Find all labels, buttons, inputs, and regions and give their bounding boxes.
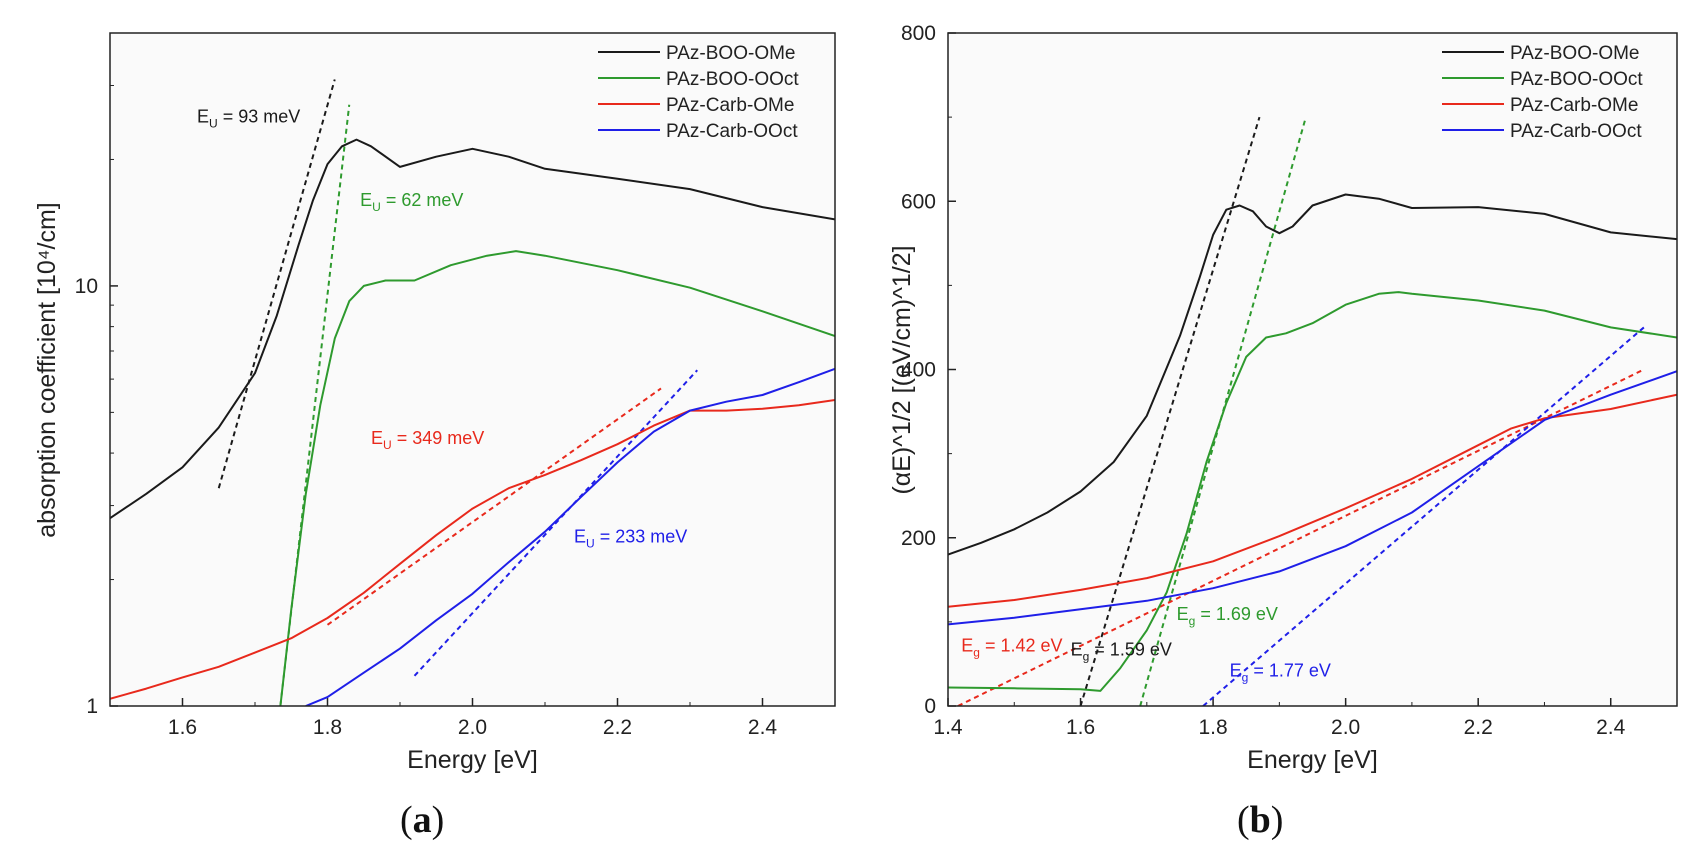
y-tick-label: 0 <box>924 695 936 718</box>
annotation: EU = 62 meV <box>360 190 463 214</box>
x-tick-label: 1.6 <box>1066 716 1095 739</box>
annotation-rest: = 62 meV <box>381 190 464 210</box>
legend-label: PAz-BOO-OMe <box>666 43 796 64</box>
annotation-base: E <box>360 190 372 210</box>
series-line <box>305 367 835 706</box>
series-line <box>110 138 835 520</box>
fit-line <box>1202 326 1645 706</box>
annotation: EU = 233 meV <box>574 527 687 551</box>
annotation-rest: = 93 meV <box>218 106 301 126</box>
fit-line <box>957 368 1645 706</box>
legend-label: PAz-Carb-OMe <box>1510 95 1638 116</box>
y-tick-label: 1 <box>86 695 98 718</box>
x-tick-label: 2.2 <box>1464 716 1493 739</box>
legend-label: PAz-BOO-OOct <box>1510 69 1643 90</box>
plot-frame <box>109 32 836 707</box>
annotation-sub: g <box>973 645 980 659</box>
annotation-sub: U <box>586 537 595 551</box>
annotation-base: E <box>1177 604 1189 624</box>
annotation-sub: g <box>1242 671 1249 685</box>
annotation-base: E <box>961 635 973 655</box>
y-axis-label: absorption coefficient [10⁴/cm] <box>33 202 61 537</box>
x-tick-label: 1.4 <box>933 716 963 739</box>
annotation-rest: = 1.59 eV <box>1089 640 1172 660</box>
plot-frame <box>947 32 1678 707</box>
annotation-base: E <box>1071 640 1083 660</box>
panel-b-caption: (b) <box>1237 799 1284 841</box>
data-layer <box>948 116 1677 706</box>
annotation-base: E <box>371 428 383 448</box>
x-tick-label: 2.2 <box>603 716 632 739</box>
x-tick-label: 2.0 <box>1331 716 1360 739</box>
annotation-rest: = 1.69 eV <box>1195 604 1278 624</box>
annotation: Eg = 1.59 eV <box>1071 640 1172 664</box>
annotation-rest: = 233 meV <box>595 527 688 547</box>
annotation-sub: U <box>209 116 218 130</box>
fit-line <box>1079 116 1261 706</box>
x-tick-label: 1.8 <box>1198 716 1227 739</box>
x-tick-label: 2.4 <box>1596 716 1626 739</box>
y-axis-label: (αE)^1/2 [(eV/cm)^1/2] <box>888 245 916 494</box>
annotation-base: E <box>1230 661 1242 681</box>
annotation: Eg = 1.42 eV <box>961 635 1062 659</box>
annotation-base: E <box>574 527 586 547</box>
y-tick-label: 600 <box>901 190 936 213</box>
annotation-sub: g <box>1189 614 1196 628</box>
x-tick-label: 2.4 <box>748 716 778 739</box>
x-tick-label: 1.8 <box>313 716 342 739</box>
y-tick-label: 200 <box>901 527 936 550</box>
x-axis-label: Energy [eV] <box>407 746 538 774</box>
legend-label: PAz-Carb-OMe <box>666 95 794 116</box>
series-line <box>110 399 835 700</box>
fit-line <box>413 369 698 677</box>
legend-label: PAz-Carb-OOct <box>1510 121 1642 142</box>
y-tick-label: 800 <box>901 22 936 45</box>
annotation: EU = 349 meV <box>371 428 484 452</box>
series-line <box>948 370 1677 626</box>
x-tick-label: 2.0 <box>458 716 487 739</box>
fit-line <box>1139 116 1307 706</box>
chart-panel-a: 1.6 1.8 2.0 2.2 2.4 1 10 Energy [eV] absorption … <box>33 32 836 774</box>
series-line <box>948 291 1677 692</box>
annotation-base: E <box>197 106 209 126</box>
series-line <box>948 193 1677 556</box>
y-tick-label: 400 <box>901 359 936 382</box>
series-line <box>279 250 835 706</box>
legend-label: PAz-Carb-OOct <box>666 121 798 142</box>
x-tick-label: 1.6 <box>168 716 197 739</box>
annotation-rest: = 1.77 eV <box>1248 661 1331 681</box>
fit-line <box>217 79 336 489</box>
annotation-sub: U <box>383 438 392 452</box>
annotation: Eg = 1.77 eV <box>1230 661 1331 685</box>
annotation-sub: U <box>372 200 381 214</box>
chart-panel-b: 1.4 1.6 1.8 2.0 2.2 2.4 0 200 400 600 800 Energy [e… <box>888 22 1678 774</box>
annotation-rest: = 1.42 eV <box>980 635 1063 655</box>
panel-a-caption: (a) <box>400 799 445 841</box>
plot-area <box>948 33 1677 706</box>
series-line <box>948 393 1677 608</box>
annotation: EU = 93 meV <box>197 106 300 130</box>
y-tick-label: 10 <box>75 275 98 298</box>
legend-label: PAz-BOO-OMe <box>1510 43 1640 64</box>
annotation-rest: = 349 meV <box>392 428 485 448</box>
legend-label: PAz-BOO-OOct <box>666 69 799 90</box>
x-axis-label: Energy [eV] <box>1247 746 1378 774</box>
annotation: Eg = 1.69 eV <box>1177 604 1278 628</box>
annotation-sub: g <box>1083 650 1090 664</box>
data-layer <box>110 79 835 706</box>
